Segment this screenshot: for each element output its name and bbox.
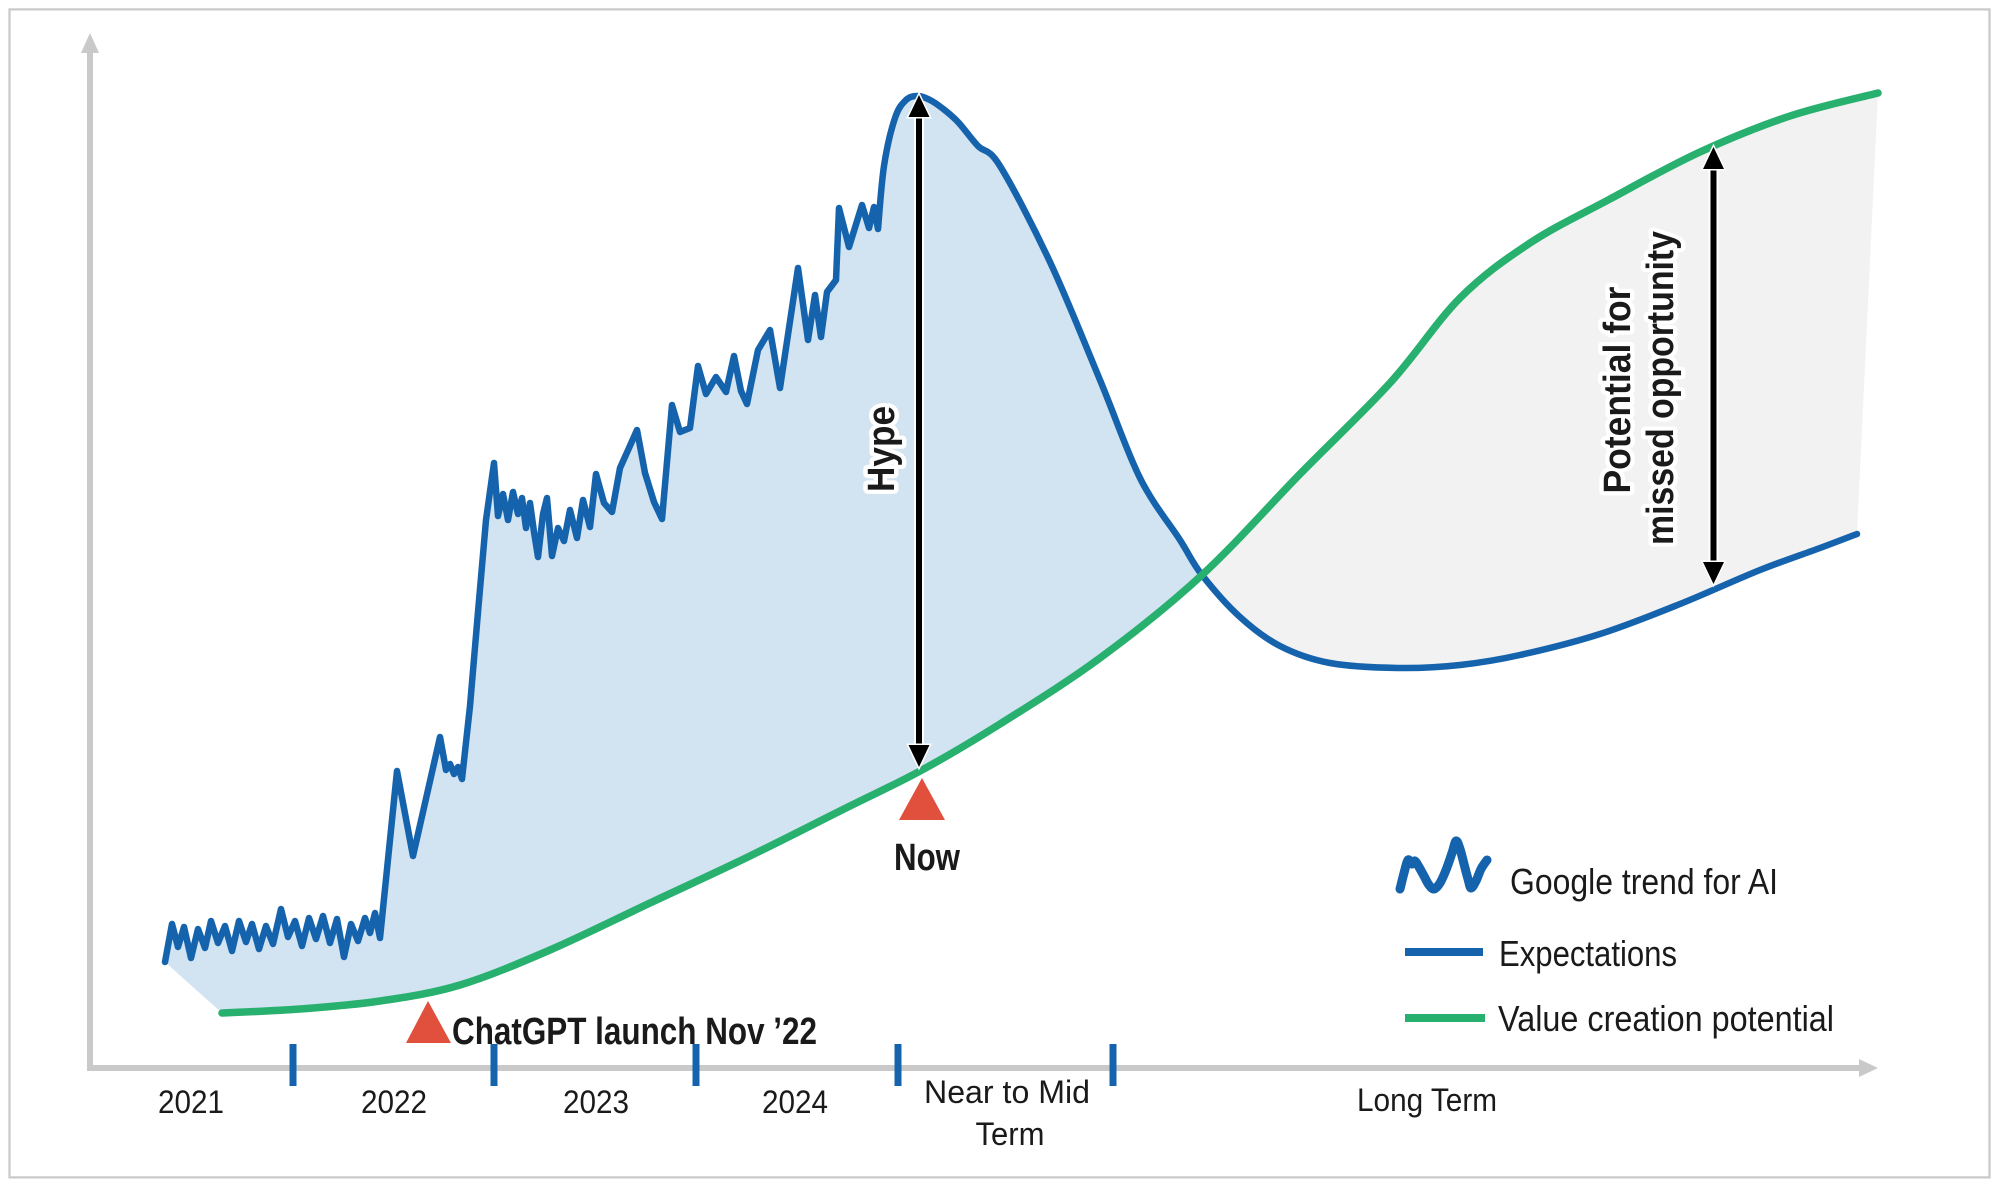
svg-text:Near to Mid: Near to Mid	[924, 1074, 1090, 1110]
svg-text:2023: 2023	[563, 1084, 629, 1120]
svg-text:2024: 2024	[762, 1084, 828, 1120]
svg-text:missed opportunity: missed opportunity	[1640, 231, 1682, 545]
svg-text:Term: Term	[976, 1116, 1045, 1152]
svg-text:ChatGPT launch Nov ’22: ChatGPT launch Nov ’22	[452, 1011, 817, 1053]
svg-text:Hype: Hype	[861, 406, 903, 492]
svg-text:Google trend for AI: Google trend for AI	[1510, 861, 1778, 902]
svg-text:2022: 2022	[361, 1084, 427, 1120]
svg-text:Potential for: Potential for	[1597, 286, 1639, 493]
svg-text:Long Term: Long Term	[1357, 1082, 1497, 1118]
svg-text:Now: Now	[894, 837, 960, 879]
svg-text:2021: 2021	[158, 1084, 224, 1120]
svg-text:Expectations: Expectations	[1499, 933, 1677, 974]
svg-text:Value creation potential: Value creation potential	[1498, 998, 1834, 1039]
